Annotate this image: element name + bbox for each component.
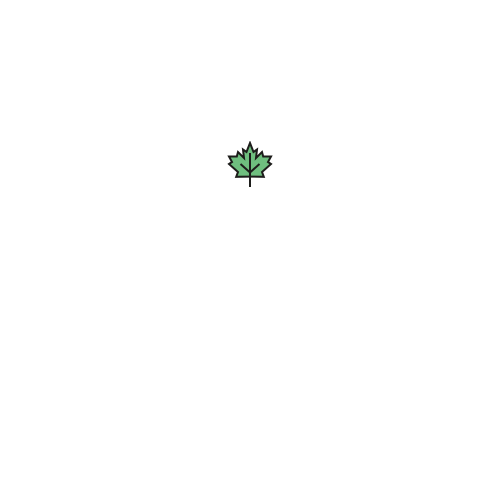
- maple-leaf-icon: [226, 141, 274, 189]
